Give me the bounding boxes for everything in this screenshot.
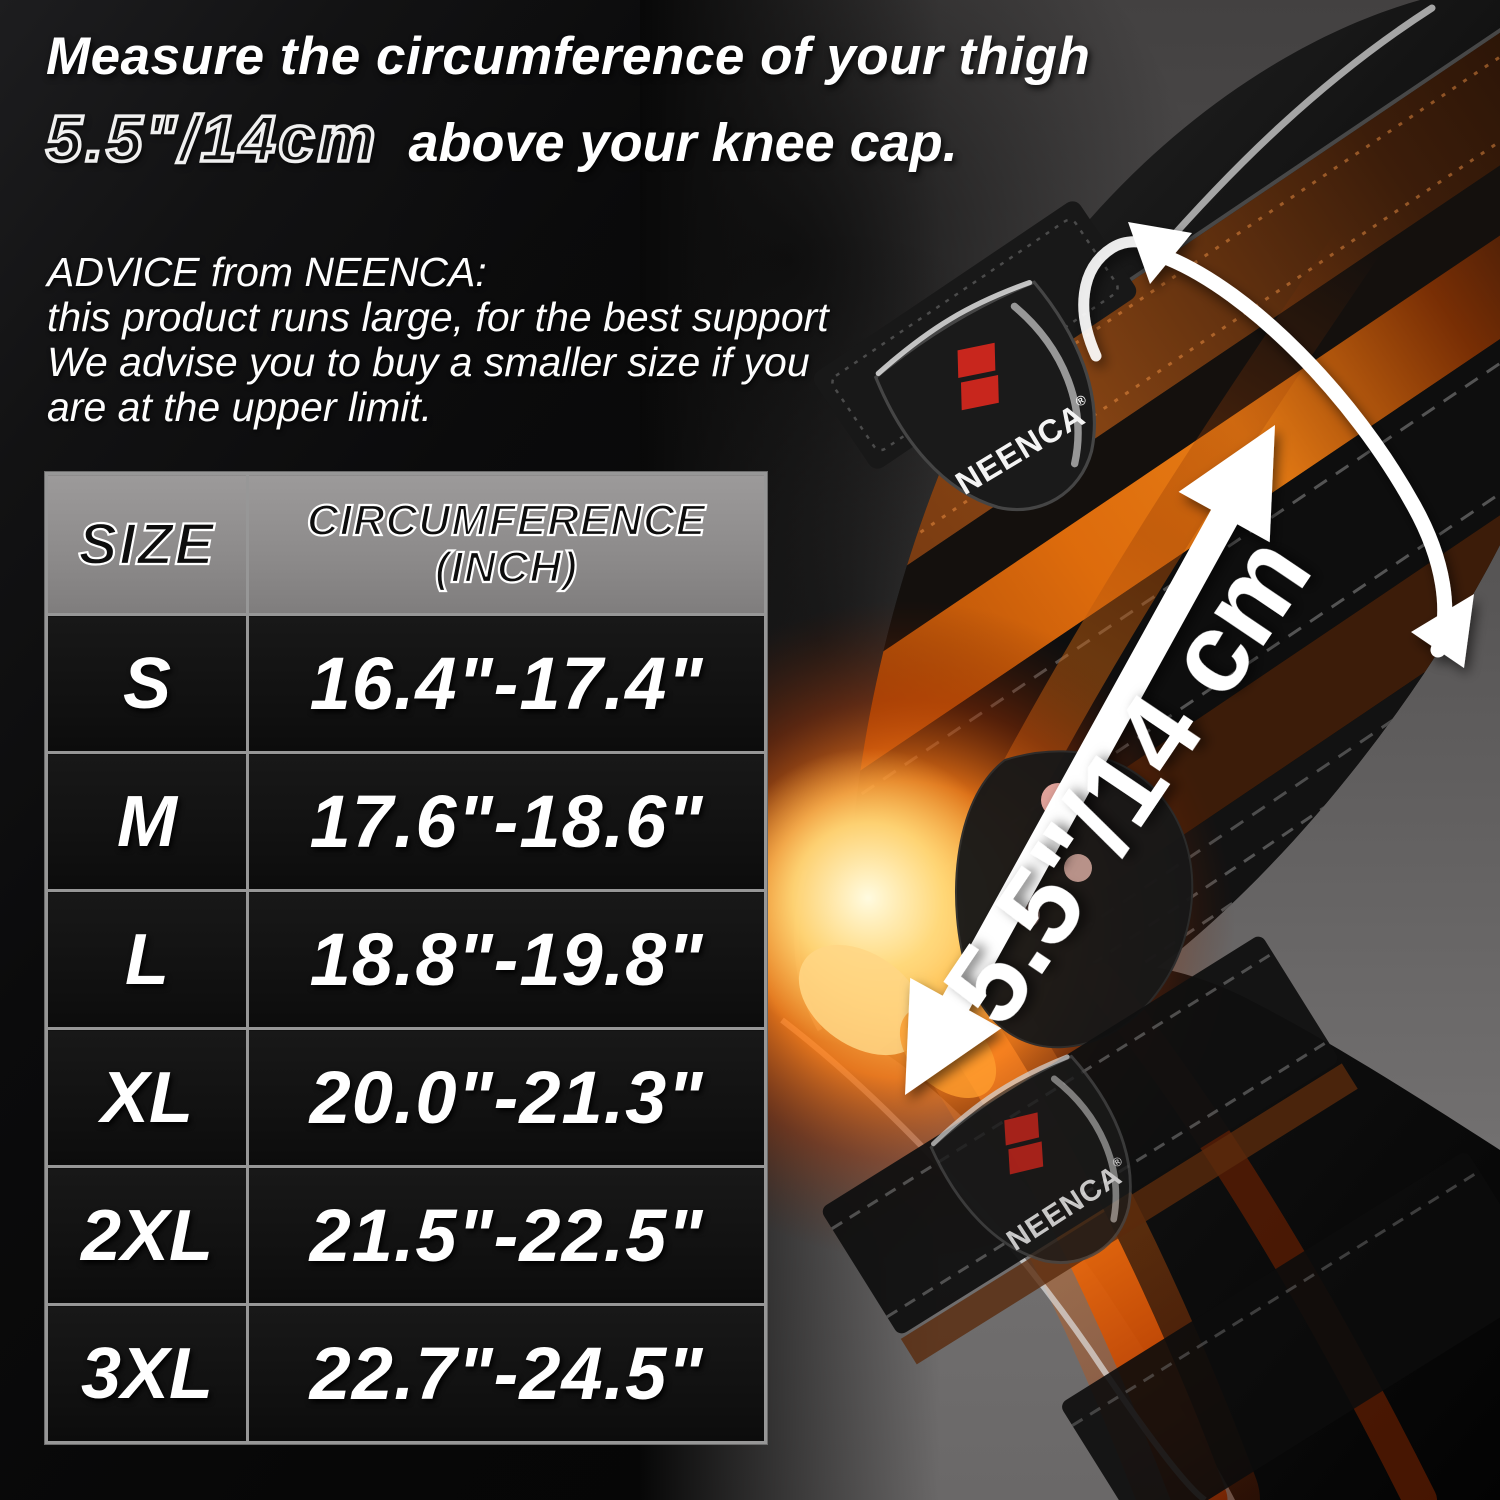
measurement-title: Measure the circumference of your thigh … bbox=[44, 26, 1091, 177]
size-chart-header-row: SIZE CIRCUMFERENCE (INCH) bbox=[45, 472, 767, 616]
size-value: XL bbox=[45, 1027, 249, 1168]
size-value: 3XL bbox=[45, 1303, 249, 1444]
size-value: 2XL bbox=[45, 1165, 249, 1306]
heat-glow-band bbox=[851, 75, 1500, 1038]
size-value: S bbox=[45, 613, 249, 754]
table-row: L 18.8"-19.8" bbox=[45, 889, 767, 1030]
advice-line: We advise you to buy a smaller size if y… bbox=[47, 339, 810, 385]
calf-strap-lower bbox=[1062, 1152, 1500, 1500]
header-circumference-line1: CIRCUMFERENCE bbox=[306, 496, 707, 545]
table-row: S 16.4"-17.4" bbox=[45, 613, 767, 754]
advice-note: ADVICE from NEENCA: this product runs la… bbox=[47, 250, 829, 430]
advice-line: are at the upper limit. bbox=[47, 384, 433, 430]
size-value: L bbox=[45, 889, 249, 1030]
table-row: 2XL 21.5"-22.5" bbox=[45, 1165, 767, 1306]
hinge-rivet bbox=[1064, 854, 1092, 882]
title-line2-rest: above your knee cap. bbox=[408, 113, 958, 173]
arrowhead-right bbox=[1411, 594, 1474, 668]
range-value: 18.8"-19.8" bbox=[246, 889, 767, 1030]
advice-line: this product runs large, for the best su… bbox=[47, 294, 829, 340]
header-circumference: CIRCUMFERENCE (INCH) bbox=[246, 472, 767, 616]
advice-line: ADVICE from NEENCA: bbox=[47, 249, 487, 295]
range-value: 22.7"-24.5" bbox=[246, 1303, 767, 1444]
measurement-highlight: 5.5"/14cm bbox=[44, 100, 379, 177]
range-value: 21.5"-22.5" bbox=[246, 1165, 767, 1306]
size-chart-table: SIZE CIRCUMFERENCE (INCH) S 16.4"-17.4" … bbox=[45, 472, 767, 1444]
measurement-arrow bbox=[905, 425, 1275, 1095]
title-line1: Measure the circumference of your thigh bbox=[46, 27, 1091, 86]
table-row: M 17.6"-18.6" bbox=[45, 751, 767, 892]
header-size: SIZE bbox=[45, 472, 249, 616]
size-value: M bbox=[45, 751, 249, 892]
table-row: XL 20.0"-21.3" bbox=[45, 1027, 767, 1168]
range-value: 20.0"-21.3" bbox=[246, 1027, 767, 1168]
table-row: 3XL 22.7"-24.5" bbox=[45, 1303, 767, 1444]
range-value: 16.4"-17.4" bbox=[246, 613, 767, 754]
range-value: 17.6"-18.6" bbox=[246, 751, 767, 892]
circumference-arrow bbox=[1078, 222, 1474, 668]
thigh-rim-highlight bbox=[1146, 4, 1436, 266]
arrowhead-left bbox=[1128, 222, 1192, 284]
header-circumference-line2: (INCH) bbox=[434, 543, 578, 592]
